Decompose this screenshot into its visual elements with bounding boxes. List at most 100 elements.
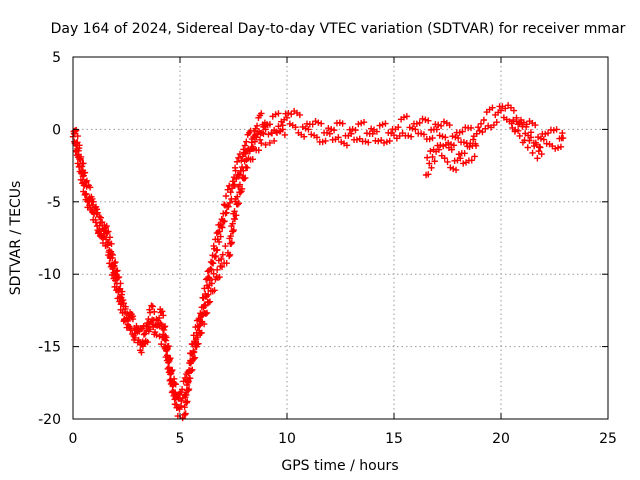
data-point — [103, 222, 110, 230]
data-point — [448, 146, 455, 153]
data-point — [355, 120, 362, 128]
data-point — [160, 312, 167, 319]
data-point — [193, 341, 201, 348]
data-point — [272, 111, 279, 118]
data-point — [217, 233, 224, 240]
data-point — [227, 240, 235, 247]
data-point — [412, 126, 419, 133]
data-point — [422, 116, 429, 123]
data-point — [234, 193, 241, 200]
data-point — [336, 119, 343, 126]
data-point — [144, 338, 151, 346]
data-point — [513, 114, 520, 122]
data-point — [229, 220, 236, 227]
data-point — [231, 181, 238, 189]
data-point — [183, 391, 190, 399]
data-point — [258, 139, 265, 147]
data-point — [455, 151, 463, 158]
data-point — [449, 132, 456, 140]
data-point — [559, 134, 567, 142]
data-point — [508, 120, 515, 127]
data-point — [439, 133, 446, 140]
x-tick-label: 25 — [599, 431, 617, 447]
data-point — [134, 339, 142, 346]
data-point — [158, 308, 166, 315]
data-point — [296, 111, 304, 119]
data-point — [216, 228, 223, 235]
data-point — [427, 147, 434, 155]
data-point — [218, 263, 226, 271]
data-point — [452, 133, 459, 141]
data-point — [233, 158, 241, 165]
data-point — [367, 125, 375, 132]
data-point — [86, 184, 94, 191]
data-point — [106, 234, 114, 241]
data-point — [383, 138, 391, 146]
data-point — [227, 188, 234, 196]
data-point — [235, 200, 243, 207]
data-point — [482, 125, 489, 132]
data-point — [428, 164, 435, 171]
data-point — [288, 110, 295, 118]
data-point — [74, 132, 81, 140]
data-point — [352, 126, 359, 134]
data-point — [77, 155, 84, 162]
data-point — [532, 139, 539, 146]
data-point — [502, 105, 509, 112]
y-tick-label: -15 — [38, 340, 61, 356]
data-point — [82, 178, 89, 186]
data-point — [222, 192, 230, 200]
y-tick-label: -10 — [38, 267, 61, 283]
data-point — [514, 121, 522, 128]
data-point — [190, 347, 197, 355]
data-point — [146, 326, 154, 333]
data-point — [140, 331, 148, 338]
data-point — [275, 110, 282, 117]
data-point — [74, 160, 81, 167]
data-point — [375, 138, 382, 145]
data-point — [403, 113, 411, 120]
data-point — [127, 326, 134, 334]
data-point — [251, 138, 259, 145]
data-point — [231, 215, 239, 223]
data-point — [221, 218, 228, 225]
data-point — [83, 183, 90, 190]
data-point — [348, 130, 355, 137]
data-point — [190, 355, 198, 363]
data-point — [241, 142, 249, 149]
x-tick-label: 20 — [492, 431, 510, 447]
data-point — [455, 134, 462, 142]
data-point — [510, 107, 518, 114]
data-point — [529, 149, 536, 157]
data-point — [208, 259, 216, 266]
data-point — [77, 176, 85, 184]
data-point — [121, 316, 128, 324]
data-point — [238, 185, 246, 192]
data-point — [339, 120, 346, 127]
data-point — [480, 116, 488, 124]
data-point — [209, 260, 217, 267]
data-point — [161, 323, 169, 330]
plot-frame — [72, 56, 609, 420]
data-point — [75, 163, 83, 171]
data-point — [429, 153, 436, 161]
data-point — [262, 141, 269, 149]
data-point — [243, 138, 250, 145]
data-point — [353, 136, 361, 143]
data-point — [195, 340, 202, 347]
data-point — [164, 344, 171, 351]
data-point — [489, 104, 496, 111]
x-tick-label: 5 — [176, 431, 185, 447]
data-point — [138, 349, 145, 356]
data-point — [162, 332, 169, 340]
data-point — [112, 258, 119, 266]
grid-lines — [73, 57, 608, 419]
data-point — [537, 144, 544, 151]
data-point — [85, 197, 92, 204]
data-point — [468, 157, 475, 164]
data-point — [522, 123, 530, 131]
data-point — [80, 160, 87, 167]
y-tick-label: -20 — [38, 412, 61, 428]
data-point — [166, 377, 174, 384]
data-point — [309, 121, 316, 128]
